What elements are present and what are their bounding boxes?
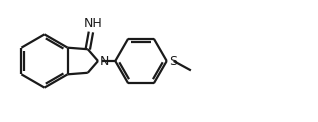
Text: NH: NH bbox=[84, 17, 103, 30]
Text: S: S bbox=[169, 55, 177, 67]
Text: N: N bbox=[100, 55, 109, 67]
